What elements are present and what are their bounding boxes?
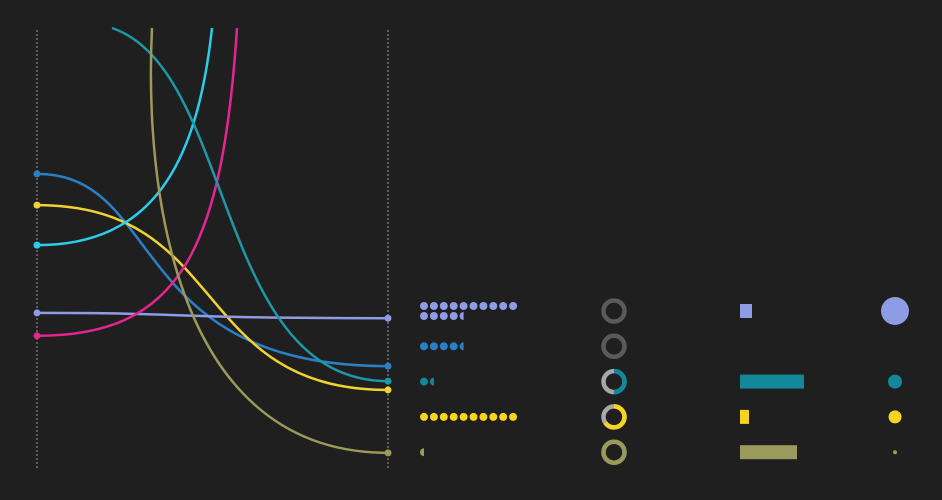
size-circle [888, 410, 902, 424]
donut-arc [601, 368, 627, 395]
series-line [36, 27, 214, 247]
count-dot [449, 312, 458, 320]
end-point [33, 309, 41, 317]
count-dot [429, 312, 438, 320]
donut-arc [601, 404, 627, 430]
end-point [384, 377, 392, 385]
count-dot [479, 412, 488, 421]
end-point [384, 314, 392, 322]
count-dot [439, 312, 448, 320]
count-dot [439, 342, 448, 351]
count-dot [469, 412, 478, 421]
count-dot [459, 342, 464, 351]
end-point [33, 201, 41, 209]
count-dot [469, 302, 478, 310]
donut-track [601, 298, 627, 324]
count-dot [489, 412, 498, 421]
end-point [33, 241, 41, 249]
count-dot [429, 342, 438, 351]
size-circle [893, 450, 897, 455]
series-line [36, 27, 239, 338]
count-dot [420, 377, 428, 386]
count-dot [499, 412, 508, 421]
count-dot [489, 302, 498, 310]
count-dot [509, 302, 518, 310]
series-line [149, 27, 389, 455]
count-dot [420, 312, 428, 320]
series-line [36, 203, 389, 392]
count-dot [439, 302, 448, 310]
size-circle [888, 374, 902, 389]
end-point [33, 170, 41, 178]
count-dot [449, 342, 458, 351]
count-dot [499, 302, 508, 310]
count-dot [449, 412, 458, 421]
donut-arc [601, 439, 627, 465]
bar [740, 304, 752, 318]
bar [740, 374, 804, 389]
count-dot [420, 342, 428, 351]
count-dot [439, 412, 448, 421]
count-dot [420, 412, 428, 421]
count-dot [420, 448, 424, 457]
count-dot [429, 302, 438, 310]
bar [740, 445, 797, 460]
end-point [33, 332, 41, 340]
count-dot [509, 412, 518, 421]
count-dot [429, 377, 434, 386]
count-dot [459, 302, 468, 310]
count-dot [479, 302, 488, 310]
count-dot [459, 312, 464, 320]
count-dot [459, 412, 468, 421]
end-point [384, 362, 392, 370]
count-dot [449, 302, 458, 310]
series-line [36, 172, 389, 368]
bar [740, 409, 749, 424]
count-dot [420, 302, 428, 310]
donut-track [601, 333, 627, 360]
count-dot [429, 412, 438, 421]
series-line [111, 26, 389, 383]
series-line [36, 311, 389, 320]
size-circle [881, 297, 909, 325]
end-point [384, 449, 392, 457]
end-point [384, 386, 392, 394]
